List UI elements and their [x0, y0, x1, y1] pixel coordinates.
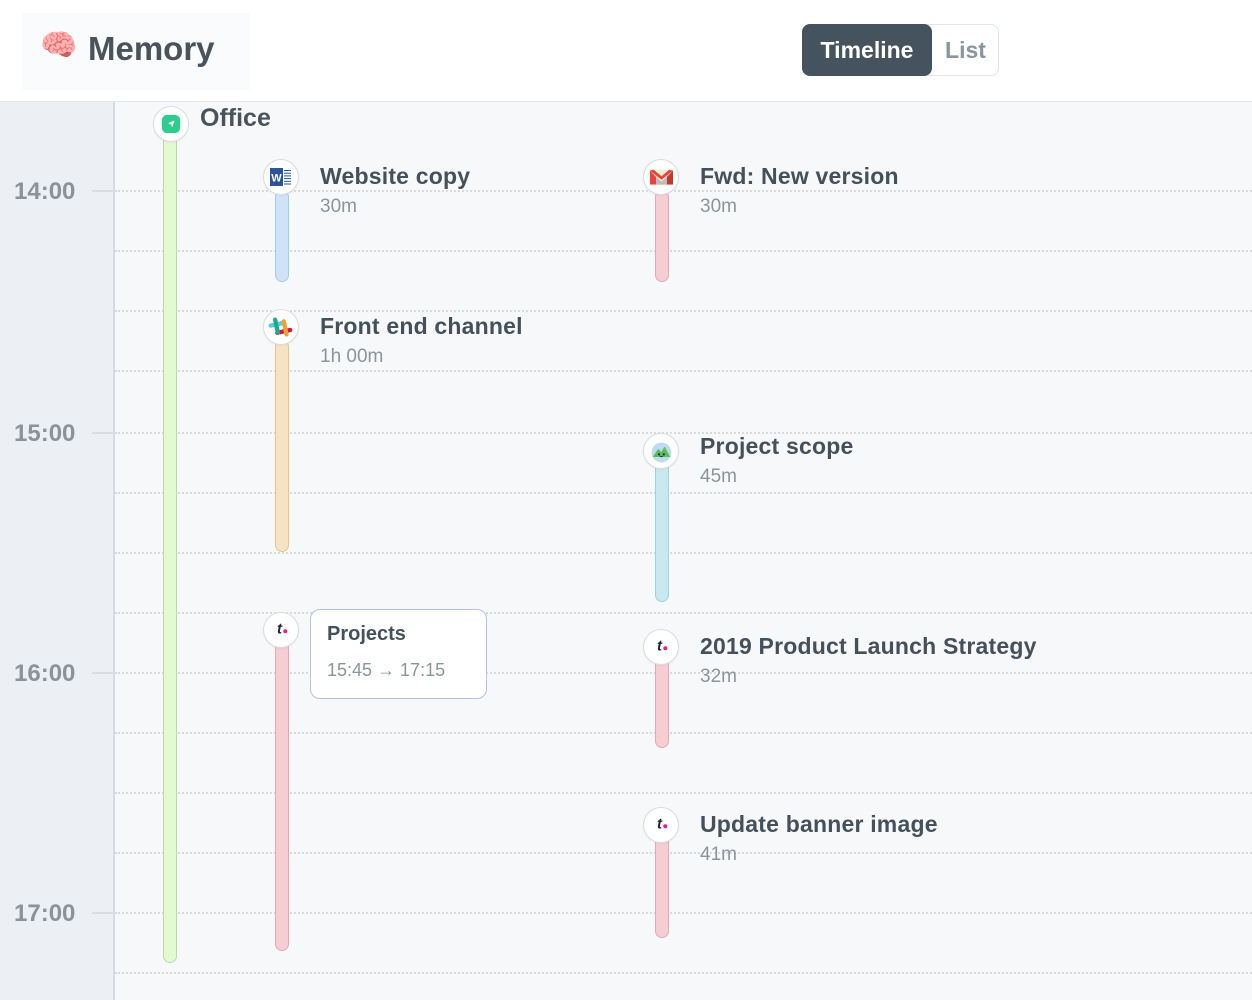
svg-text:t: t — [277, 621, 283, 638]
svg-text:t: t — [657, 638, 663, 655]
svg-text:W: W — [271, 173, 282, 185]
svg-text:t: t — [657, 816, 663, 833]
